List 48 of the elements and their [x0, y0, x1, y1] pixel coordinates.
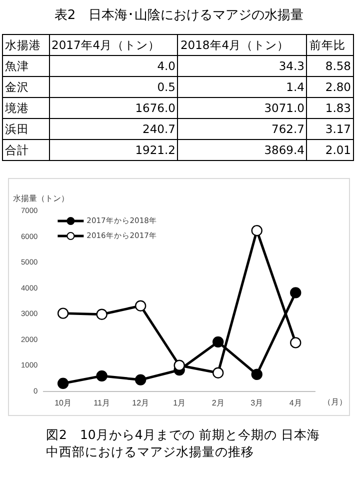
x-tick-label: 10月: [54, 398, 72, 408]
text: 水揚港: [2, 34, 50, 56]
text: 762.7: [272, 122, 304, 136]
text: 0.5: [157, 80, 176, 94]
category-label: 合計: [5, 142, 29, 156]
x-tick-label: 11月: [94, 398, 110, 408]
point: [134, 300, 146, 312]
text: 図2 10月から4月までの 前期と今期の 日本海中西部におけるマアジ水揚量の推移: [46, 426, 321, 460]
point: [212, 367, 224, 378]
point: [96, 308, 108, 320]
point: [212, 336, 224, 348]
text: 2.80: [325, 80, 351, 94]
category-label: 2018年4月（トン）: [178, 34, 307, 56]
category-label: 魚津: [5, 58, 29, 72]
text: 3.17: [325, 122, 351, 136]
text: 1676.0: [135, 101, 176, 115]
x-tick-label: 2月: [212, 398, 224, 408]
text: 3071.0: [264, 101, 304, 115]
category-label: 浜田: [5, 122, 29, 136]
text: 1.4: [286, 80, 304, 94]
category-label: 2017年4月（トン）: [49, 34, 178, 56]
point: [57, 308, 69, 319]
text: 1.83: [325, 101, 351, 115]
text: 表2 日本海･山陰におけるマアジの水揚量: [53, 7, 305, 24]
text: 4.0: [157, 59, 176, 73]
category-label: 前年比: [306, 34, 354, 56]
x-tick-label: 3月: [250, 398, 264, 408]
point: [290, 287, 302, 298]
text: 2.01: [325, 143, 351, 157]
text: 3869.4: [264, 143, 304, 157]
text: 240.7: [142, 122, 176, 136]
text: 34.3: [278, 59, 304, 73]
point: [134, 374, 146, 386]
x-tick-label: 1月: [173, 398, 186, 408]
x-axis-title: （月）: [323, 397, 347, 406]
x-tick-label: 12月: [132, 398, 150, 408]
text: 8.58: [325, 59, 351, 73]
point: [57, 378, 69, 390]
point: [251, 224, 262, 236]
point: [290, 337, 302, 348]
x-tick-label: 4月: [289, 398, 302, 408]
y-axis-title: 水揚量（トン）: [13, 194, 69, 204]
category-label: 金沢: [5, 80, 29, 94]
category-label: 境港: [5, 100, 29, 114]
point: [251, 368, 262, 380]
point: [96, 370, 108, 382]
text: 1921.2: [135, 143, 176, 157]
point: [174, 360, 185, 371]
